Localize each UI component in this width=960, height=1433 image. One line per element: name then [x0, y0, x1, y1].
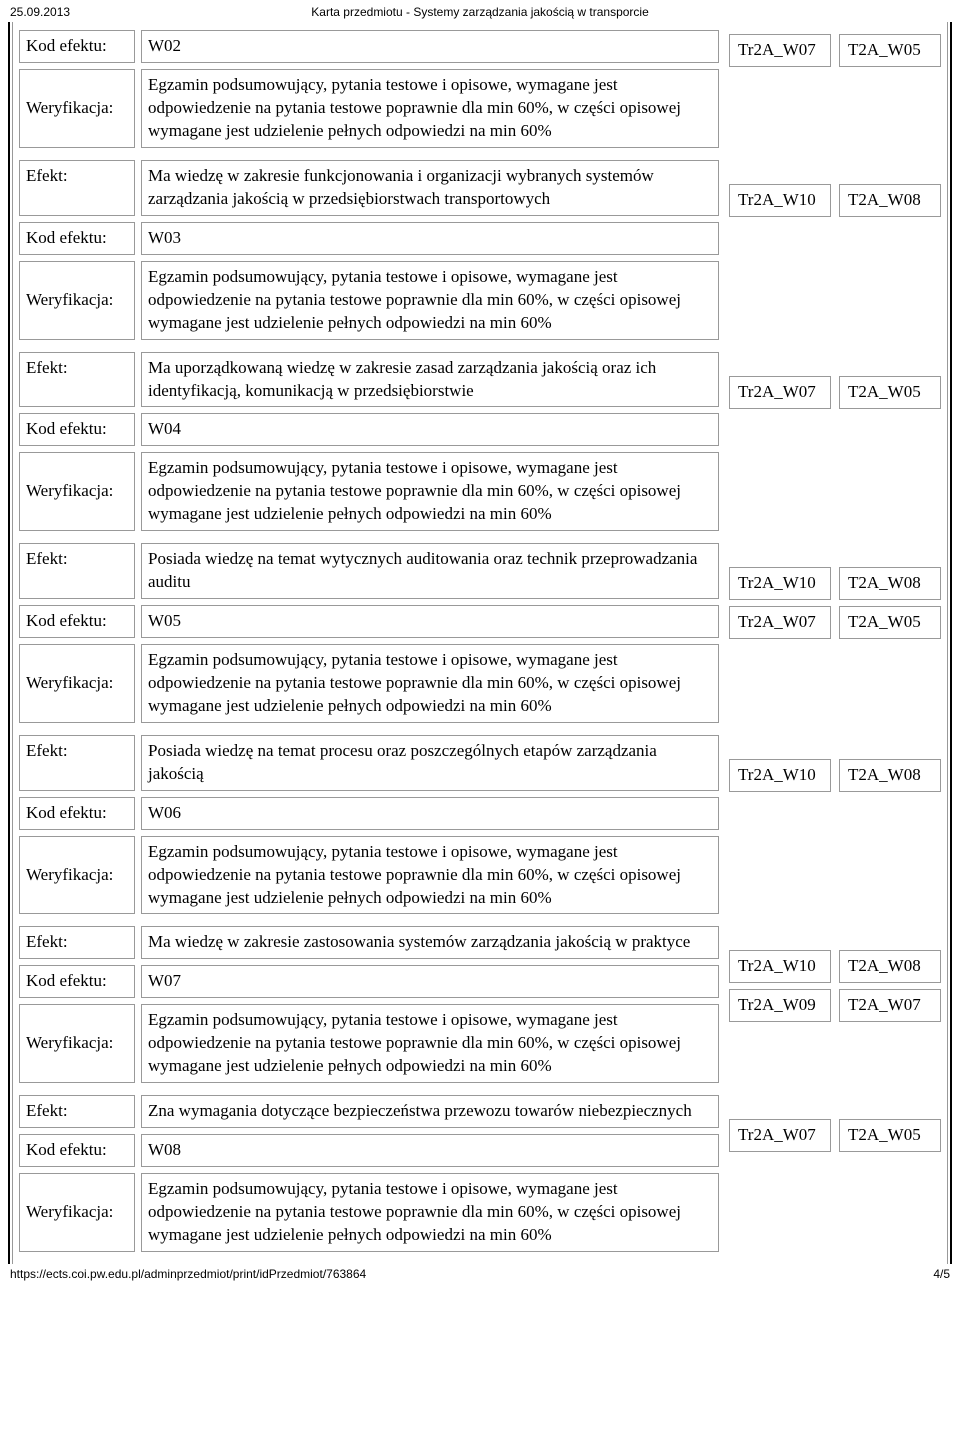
code-text: W03 [141, 222, 719, 255]
tags-column: Tr2A_W10 Tr2A_W07T2A_W08 T2A_W05 [729, 543, 941, 723]
tag-left: Tr2A_W10 [729, 184, 831, 217]
effect-left-column: Efekt:Ma wiedzę w zakresie funkcjonowani… [19, 160, 719, 340]
tag-right: T2A_W08 [839, 567, 941, 600]
code-text: W06 [141, 797, 719, 830]
effect-block: Efekt:Ma uporządkowaną wiedzę w zakresie… [19, 348, 941, 540]
page-footer: https://ects.coi.pw.edu.pl/adminprzedmio… [8, 1264, 952, 1284]
label-effect: Efekt: [19, 1095, 135, 1128]
footer-page: 4/5 [933, 1266, 950, 1282]
label-verify: Weryfikacja: [19, 1173, 135, 1252]
tags-column: Tr2A_W07T2A_W05 [729, 30, 941, 148]
effect-left-column: Kod efektu:W02Weryfikacja:Egzamin podsum… [19, 30, 719, 148]
tag-left: Tr2A_W07 [729, 376, 831, 409]
tag-left: Tr2A_W10 [729, 950, 831, 983]
label-verify: Weryfikacja: [19, 1004, 135, 1083]
tag-left: Tr2A_W10 [729, 759, 831, 792]
effect-text: Zna wymagania dotyczące bezpieczeństwa p… [141, 1095, 719, 1128]
label-code: Kod efektu: [19, 30, 135, 63]
label-code: Kod efektu: [19, 222, 135, 255]
tag-right: T2A_W05 [839, 606, 941, 639]
label-verify: Weryfikacja: [19, 836, 135, 915]
code-text: W07 [141, 965, 719, 998]
code-text: W04 [141, 413, 719, 446]
effect-block: Efekt:Posiada wiedzę na temat wytycznych… [19, 539, 941, 731]
tag-right: T2A_W05 [839, 376, 941, 409]
effect-left-column: Efekt:Zna wymagania dotyczące bezpieczeń… [19, 1095, 719, 1252]
label-verify: Weryfikacja: [19, 69, 135, 148]
label-effect: Efekt: [19, 543, 135, 599]
label-effect: Efekt: [19, 926, 135, 959]
tags-column: Tr2A_W10T2A_W08 [729, 735, 941, 915]
tag-right: T2A_W05 [839, 1119, 941, 1152]
label-effect: Efekt: [19, 352, 135, 408]
label-verify: Weryfikacja: [19, 452, 135, 531]
code-text: W02 [141, 30, 719, 63]
effect-left-column: Efekt:Posiada wiedzę na temat wytycznych… [19, 543, 719, 723]
footer-url: https://ects.coi.pw.edu.pl/adminprzedmio… [10, 1266, 366, 1282]
effect-text: Posiada wiedzę na temat procesu oraz pos… [141, 735, 719, 791]
effect-block: Efekt:Zna wymagania dotyczące bezpieczeń… [19, 1091, 941, 1260]
effect-left-column: Efekt:Ma uporządkowaną wiedzę w zakresie… [19, 352, 719, 532]
effect-block: Efekt:Ma wiedzę w zakresie zastosowania … [19, 922, 941, 1091]
tags-column: Tr2A_W10T2A_W08 [729, 160, 941, 340]
page-header: 25.09.2013 Karta przedmiotu - Systemy za… [8, 0, 952, 22]
verify-text: Egzamin podsumowujący, pytania testowe i… [141, 261, 719, 340]
tag-right: T2A_W08 [839, 950, 941, 983]
tag-right: T2A_W05 [839, 34, 941, 67]
tag-left: Tr2A_W07 [729, 1119, 831, 1152]
label-code: Kod efektu: [19, 1134, 135, 1167]
effect-left-column: Efekt:Posiada wiedzę na temat procesu or… [19, 735, 719, 915]
code-text: W08 [141, 1134, 719, 1167]
label-code: Kod efektu: [19, 965, 135, 998]
tag-left: Tr2A_W07 [729, 34, 831, 67]
tag-left: Tr2A_W07 [729, 606, 831, 639]
verify-text: Egzamin podsumowujący, pytania testowe i… [141, 452, 719, 531]
verify-text: Egzamin podsumowujący, pytania testowe i… [141, 1004, 719, 1083]
tag-left: Tr2A_W09 [729, 989, 831, 1022]
tags-column: Tr2A_W07T2A_W05 [729, 1095, 941, 1252]
label-verify: Weryfikacja: [19, 644, 135, 723]
label-code: Kod efektu: [19, 605, 135, 638]
label-verify: Weryfikacja: [19, 261, 135, 340]
header-date: 25.09.2013 [10, 4, 70, 20]
tag-right: T2A_W07 [839, 989, 941, 1022]
header-title: Karta przedmiotu - Systemy zarządzania j… [311, 4, 648, 20]
effect-text: Posiada wiedzę na temat wytycznych audit… [141, 543, 719, 599]
tag-right: T2A_W08 [839, 184, 941, 217]
verify-text: Egzamin podsumowujący, pytania testowe i… [141, 69, 719, 148]
effect-block: Efekt:Posiada wiedzę na temat procesu or… [19, 731, 941, 923]
effect-text: Ma wiedzę w zakresie zastosowania system… [141, 926, 719, 959]
verify-text: Egzamin podsumowujący, pytania testowe i… [141, 644, 719, 723]
verify-text: Egzamin podsumowujący, pytania testowe i… [141, 1173, 719, 1252]
label-code: Kod efektu: [19, 413, 135, 446]
label-code: Kod efektu: [19, 797, 135, 830]
label-effect: Efekt: [19, 735, 135, 791]
effect-text: Ma wiedzę w zakresie funkcjonowania i or… [141, 160, 719, 216]
inner-rail: Kod efektu:W02Weryfikacja:Egzamin podsum… [12, 22, 948, 1264]
tags-column: Tr2A_W10 Tr2A_W09T2A_W08 T2A_W07 [729, 926, 941, 1083]
effect-left-column: Efekt:Ma wiedzę w zakresie zastosowania … [19, 926, 719, 1083]
tag-left: Tr2A_W10 [729, 567, 831, 600]
effect-text: Ma uporządkowaną wiedzę w zakresie zasad… [141, 352, 719, 408]
content-frame: Kod efektu:W02Weryfikacja:Egzamin podsum… [8, 22, 952, 1264]
code-text: W05 [141, 605, 719, 638]
tags-column: Tr2A_W07T2A_W05 [729, 352, 941, 532]
tag-right: T2A_W08 [839, 759, 941, 792]
verify-text: Egzamin podsumowujący, pytania testowe i… [141, 836, 719, 915]
effect-block: Efekt:Ma wiedzę w zakresie funkcjonowani… [19, 156, 941, 348]
label-effect: Efekt: [19, 160, 135, 216]
effect-block: Kod efektu:W02Weryfikacja:Egzamin podsum… [19, 26, 941, 156]
